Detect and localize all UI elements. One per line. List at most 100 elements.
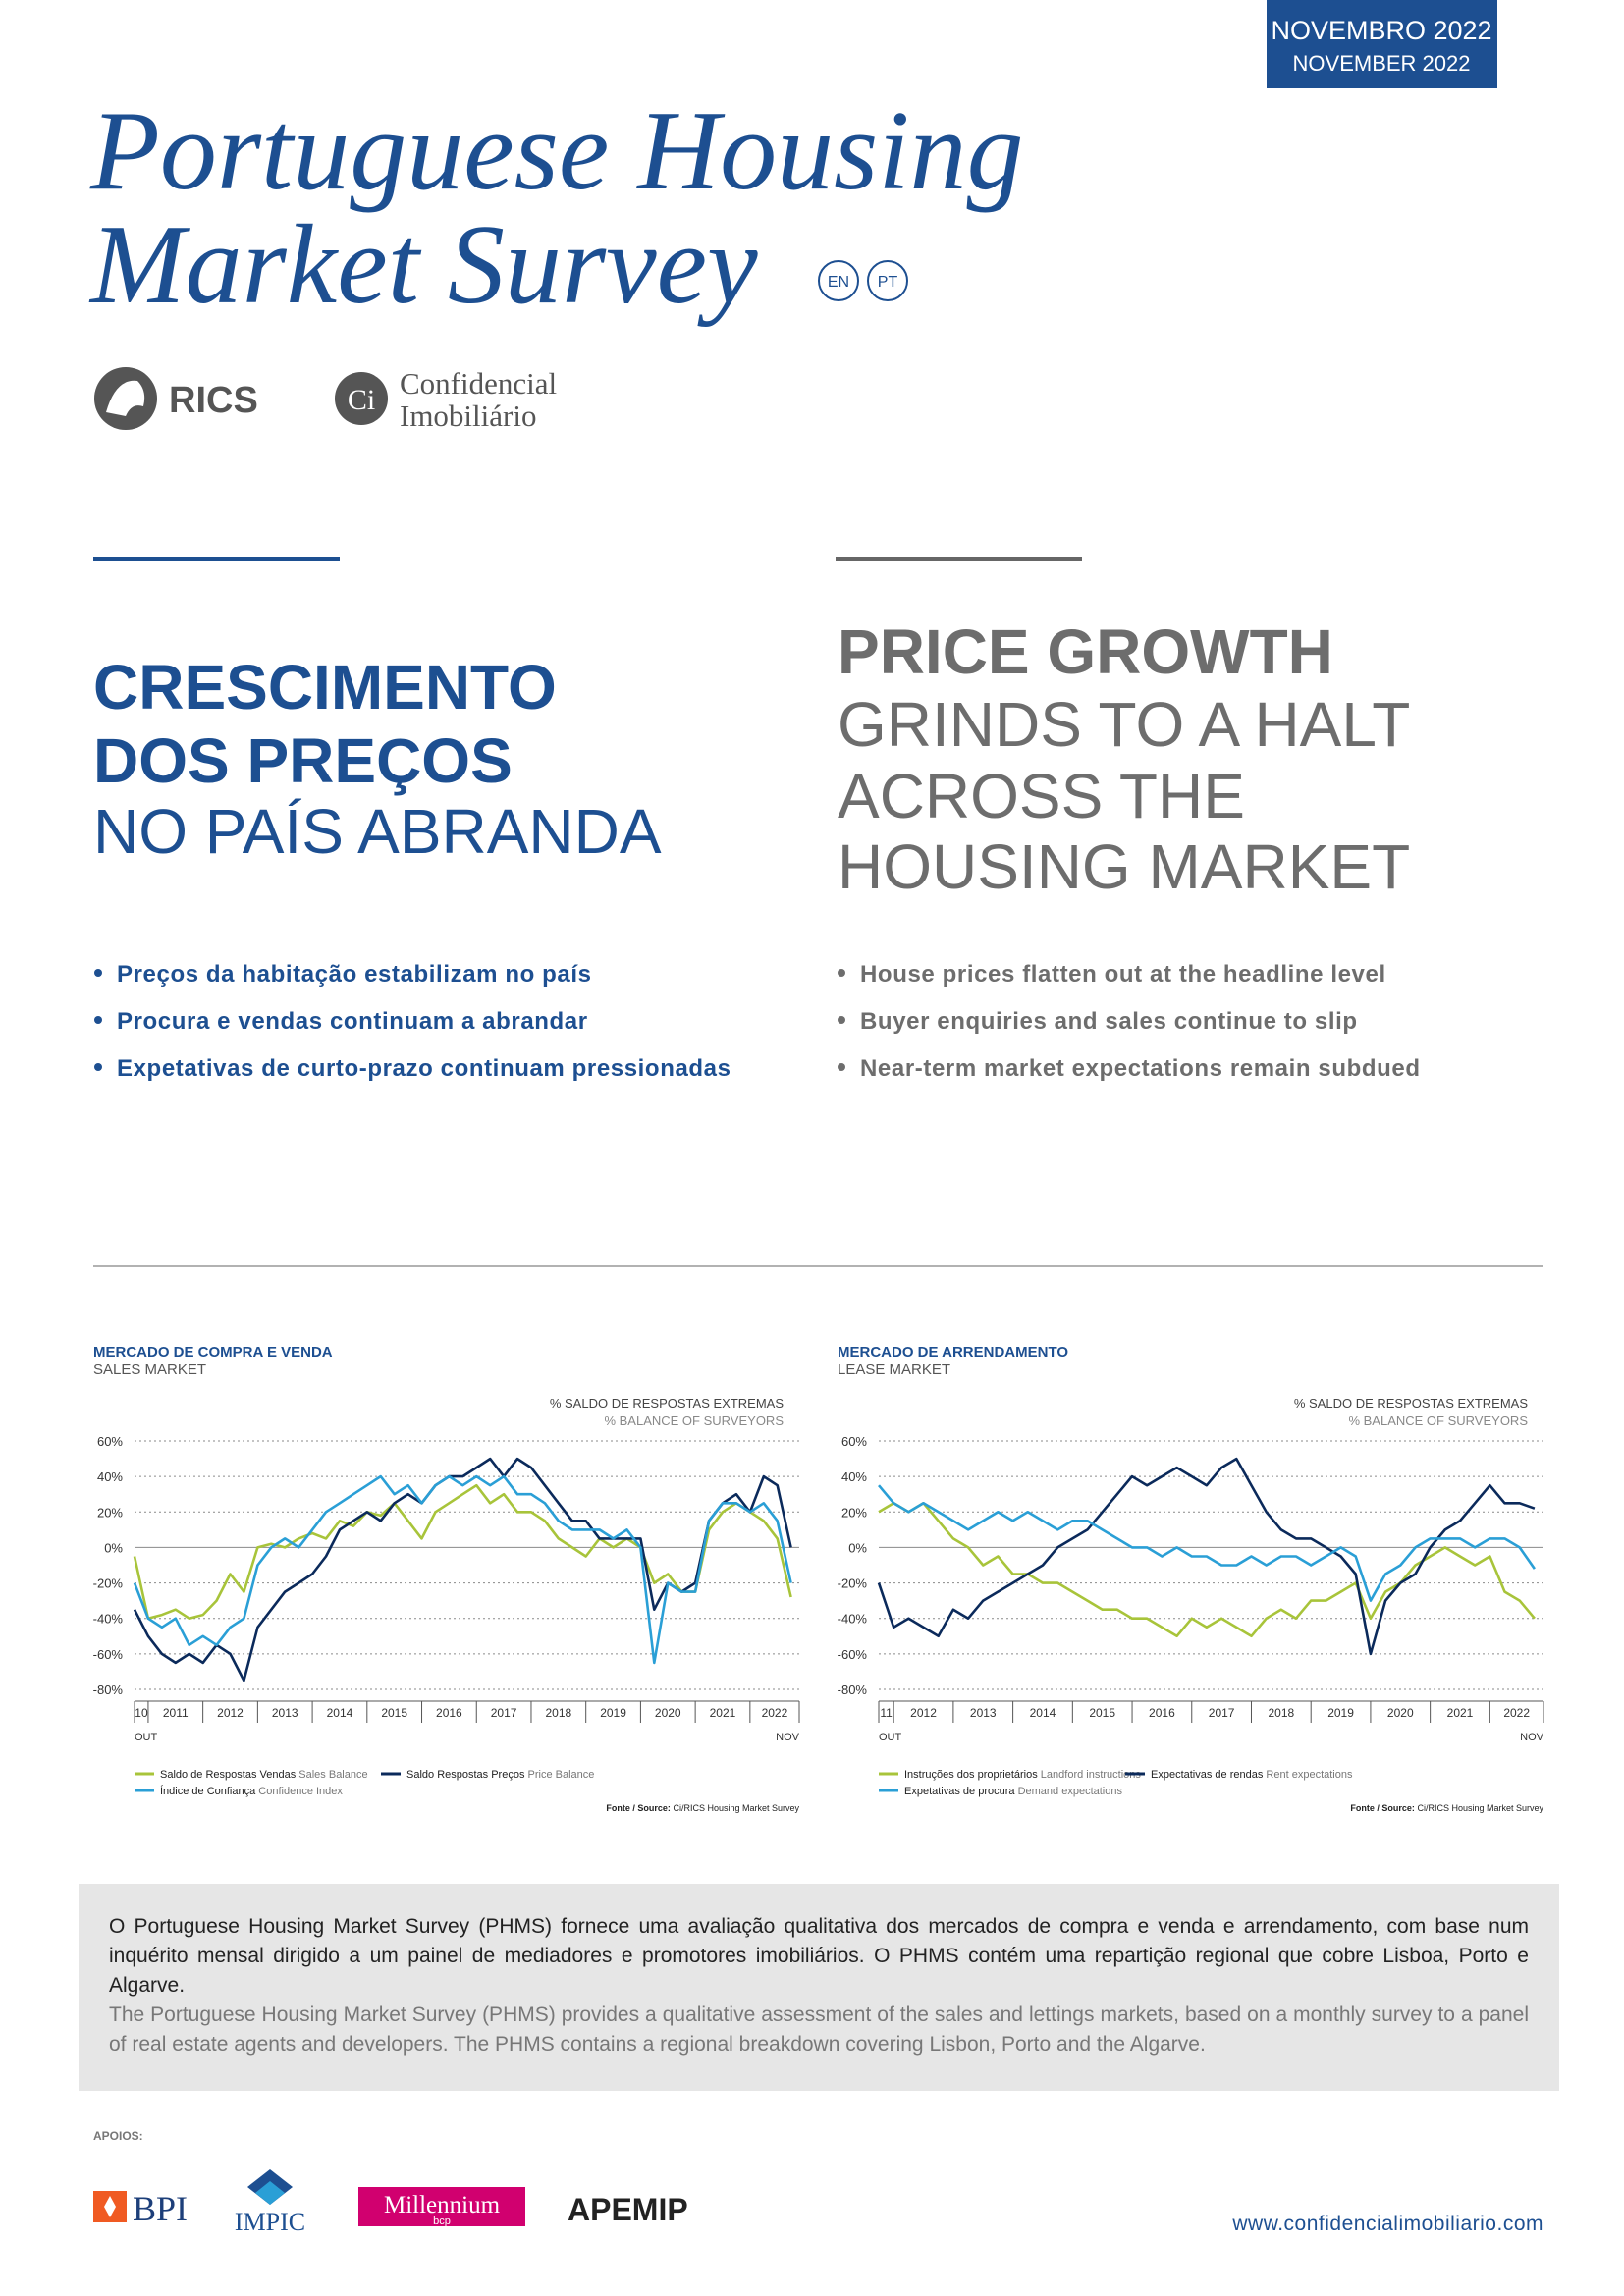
x-tick-label: 2012: [910, 1706, 937, 1720]
x-tick-label: 11: [880, 1706, 893, 1720]
y-tick-label: -80%: [838, 1682, 868, 1697]
legend-entry: Expetativas de procura Demand expectatio…: [904, 1786, 1122, 1797]
language-circle[interactable]: [818, 260, 859, 301]
headline-bold: CRESCIMENTO: [93, 652, 557, 722]
x-tick-label: 2012: [217, 1706, 244, 1720]
source-prefix: Fonte / Source:: [1350, 1803, 1415, 1813]
sponsors-label: APOIOS:: [93, 2129, 143, 2143]
x-tick-label: 2020: [655, 1706, 681, 1720]
edition-badge: [1267, 0, 1497, 88]
headline-light: GRINDS TO A HALT: [838, 689, 1410, 760]
x-tick-label: 2019: [1327, 1706, 1354, 1720]
language-pt[interactable]: PT: [878, 274, 898, 291]
x-tick-label: 2017: [1209, 1706, 1235, 1720]
bullet-dot: [838, 969, 845, 977]
unit-label: % SALDO DE RESPOSTAS EXTREMAS: [550, 1396, 784, 1411]
ci-emblem: [335, 372, 388, 425]
y-tick-label: 40%: [841, 1469, 867, 1484]
x-tick-label: 2015: [381, 1706, 407, 1720]
edition-pt: NOVEMBRO 2022: [1271, 16, 1491, 45]
bullet-pt: Procura e vendas continuam a abrandar: [117, 1008, 588, 1035]
series-line: [877, 1457, 1536, 1656]
website[interactable]: www.confidencialimobiliario.com: [1231, 2213, 1543, 2235]
chart-subtitle: LEASE MARKET: [838, 1362, 950, 1378]
bullet-dot: [94, 1063, 102, 1071]
y-tick-label: 20%: [841, 1505, 867, 1520]
description-box: [79, 1884, 1559, 2091]
millennium-mark: [358, 2187, 525, 2226]
bullet-dot: [94, 1016, 102, 1024]
x-tick-label: 2017: [491, 1706, 517, 1720]
legend-name: Instruções dos proprietários: [904, 1769, 1038, 1781]
bpi-mark-star: [104, 2196, 116, 2217]
x-tick-label: 2014: [1030, 1706, 1056, 1720]
x-tick-label: 2022: [1503, 1706, 1530, 1720]
ci-name: Confidencial: [400, 366, 557, 400]
y-tick-label: -40%: [838, 1612, 868, 1627]
y-tick-label: 20%: [97, 1505, 123, 1520]
title-line: Portuguese Housing: [89, 88, 1024, 214]
y-tick-label: -20%: [93, 1576, 124, 1591]
language-circle[interactable]: [867, 260, 908, 301]
description-pt: O Portuguese Housing Market Survey (PHMS…: [109, 1915, 1529, 1997]
ci-mark: Ci: [348, 384, 375, 416]
ci-name: Imobiliário: [400, 399, 536, 433]
chart-title: MERCADO DE COMPRA E VENDA: [93, 1344, 333, 1361]
edition-en: NOVEMBER 2022: [1293, 51, 1471, 76]
legend-entry: Instruções dos proprietários Landford in…: [904, 1769, 1141, 1781]
headline-light: ACROSS THE: [838, 761, 1245, 831]
headline-bold: DOS PREÇOS: [93, 725, 513, 796]
legend-entry: Expectativas de rendas Rent expectations: [1151, 1769, 1353, 1781]
source-name: Ci/RICS Housing Market Survey: [673, 1803, 799, 1813]
y-tick-label: 0%: [848, 1540, 867, 1555]
series-line: [878, 1484, 1536, 1602]
x-start-label: OUT: [135, 1732, 158, 1743]
bullet-en: Buyer enquiries and sales continue to sl…: [860, 1008, 1358, 1035]
bullet-pt: Expetativas de curto-prazo continuam pre…: [117, 1055, 731, 1082]
x-tick-label: 2016: [436, 1706, 462, 1720]
impic-mark: [255, 2181, 285, 2205]
x-tick-label: 2018: [1268, 1706, 1294, 1720]
series-line: [133, 1474, 792, 1665]
x-tick-label: 2020: [1387, 1706, 1414, 1720]
unit-label-en: % BALANCE OF SURVEYORS: [604, 1414, 784, 1428]
headline-light: NO PAÍS ABRANDA: [93, 796, 662, 867]
y-tick-label: -20%: [838, 1576, 868, 1591]
legend-entry: Saldo Respostas Preços Price Balance: [406, 1769, 594, 1781]
title-line: Market Survey: [88, 202, 758, 328]
y-tick-label: -60%: [93, 1647, 124, 1662]
legend-name: Expetativas de procura: [904, 1786, 1015, 1797]
y-tick-label: -40%: [93, 1612, 124, 1627]
legend-name-en: Landford instructions: [1041, 1769, 1142, 1781]
legend-name-en: Confidence Index: [258, 1786, 343, 1797]
x-tick-label: 2013: [970, 1706, 997, 1720]
bullet-dot: [838, 1063, 845, 1071]
headline-bold: PRICE GROWTH: [838, 616, 1333, 687]
chart-title: MERCADO DE ARRENDAMENTO: [838, 1344, 1068, 1361]
sponsor-apemip[interactable]: APEMIP: [568, 2192, 688, 2227]
legend-name-en: Rent expectations: [1266, 1769, 1353, 1781]
bullet-dot: [838, 1016, 845, 1024]
x-tick-label: 10: [135, 1706, 148, 1720]
legend-name: Expectativas de rendas: [1151, 1769, 1264, 1781]
sponsor-impic[interactable]: IMPIC: [235, 2208, 305, 2236]
y-tick-label: 0%: [104, 1540, 123, 1555]
rics-emblem-lion: [106, 380, 145, 416]
x-tick-label: 2014: [327, 1706, 353, 1720]
sponsor-millennium[interactable]: Millennium: [384, 2192, 501, 2218]
sponsor-bpi[interactable]: BPI: [133, 2189, 188, 2228]
sponsor-bcp[interactable]: bcp: [433, 2216, 451, 2227]
description-en: The Portuguese Housing Market Survey (PH…: [109, 2003, 1529, 2056]
section-rule: [93, 557, 340, 561]
y-tick-label: -80%: [93, 1682, 124, 1697]
x-tick-label: 2013: [272, 1706, 298, 1720]
bullet-en: House prices flatten out at the headline…: [860, 961, 1386, 988]
bullet-en: Near-term market expectations remain sub…: [860, 1055, 1421, 1082]
x-tick-label: 2021: [1447, 1706, 1474, 1720]
source: Fonte / Source: Ci/RICS Housing Market S…: [1350, 1803, 1543, 1813]
source-prefix: Fonte / Source:: [606, 1803, 671, 1813]
legend-entry: Saldo de Respostas Vendas Sales Balance: [160, 1769, 368, 1781]
legend-name: Saldo de Respostas Vendas: [160, 1769, 297, 1781]
language-en[interactable]: EN: [828, 274, 849, 291]
